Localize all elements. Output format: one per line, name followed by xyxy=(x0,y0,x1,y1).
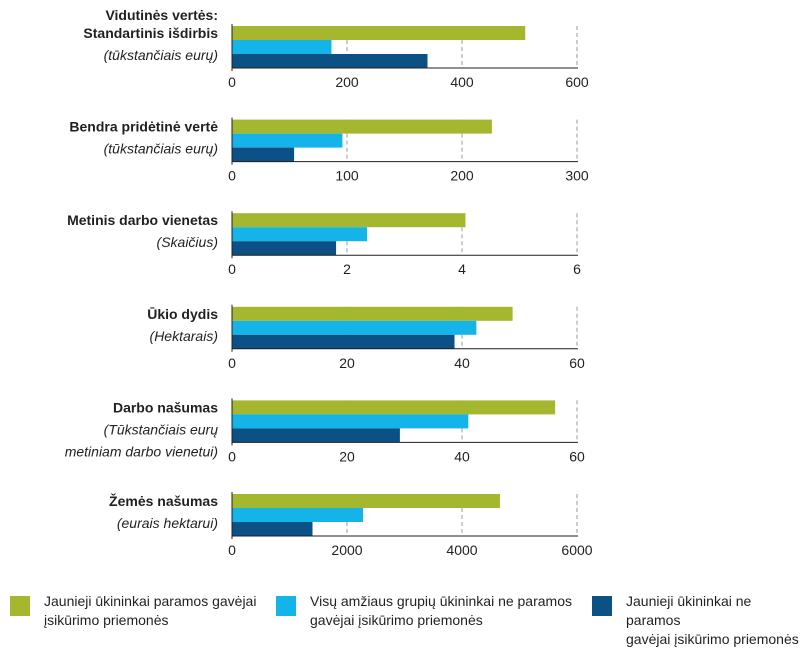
bar-ukio-dydis-young-no-support xyxy=(232,334,455,349)
tick-label-darbo-nasumas-2: 40 xyxy=(454,448,470,464)
panel-subtitle-bendra-pridetine-verte-0: (tūkstančiais eurų) xyxy=(104,141,218,157)
legend-label-young-no-support-line1: Jaunieji ūkininkai ne paramos xyxy=(626,593,752,628)
tick-label-metinis-darbo-vienetas-1: 2 xyxy=(343,261,351,277)
tick-label-bendra-pridetine-verte-2: 200 xyxy=(450,168,474,184)
panel-title-ukio-dydis: Ūkio dydis xyxy=(147,306,218,322)
bar-metinis-darbo-vienetas-young-no-support xyxy=(232,241,337,256)
panel-subtitle-ukio-dydis-0: (Hektarais) xyxy=(150,328,218,344)
legend-swatch-young-no-support xyxy=(592,596,612,616)
bar-ukio-dydis-all-no-support xyxy=(232,320,477,335)
panel-subtitle-darbo-nasumas-0: (Tūkstančiais eurų xyxy=(104,421,219,437)
legend-label-young-support-line2: įsikūrimo priemonės xyxy=(44,612,169,628)
bar-darbo-nasumas-young-no-support xyxy=(232,428,400,443)
bar-bendra-pridetine-verte-young-no-support xyxy=(232,147,295,162)
legend-item-young-no-support: Jaunieji ūkininkai ne paramos gavėjai įs… xyxy=(592,592,800,649)
legend-label-all-no-support-line1: Visų amžiaus grupių ūkininkai ne paramos xyxy=(310,593,572,609)
bar-standartinis-isdirbis-young-support xyxy=(232,26,526,40)
tick-label-darbo-nasumas-1: 20 xyxy=(339,448,355,464)
tick-label-bendra-pridetine-verte-3: 300 xyxy=(565,168,589,184)
legend-label-young-no-support-line2: gavėjai įsikūrimo priemonės xyxy=(626,631,799,647)
tick-label-bendra-pridetine-verte-1: 100 xyxy=(335,168,359,184)
tick-label-zemes-nasumas-3: 6000 xyxy=(561,542,592,558)
panel-title-standartinis-isdirbis: Standartinis išdirbis xyxy=(83,25,218,41)
bar-zemes-nasumas-all-no-support xyxy=(232,508,364,522)
panel-subtitle-darbo-nasumas-1: metiniam darbo vienetui) xyxy=(65,443,218,459)
panel-subtitle-zemes-nasumas-0: (eurais hektarui) xyxy=(117,515,218,531)
tick-label-zemes-nasumas-2: 4000 xyxy=(446,542,477,558)
legend-item-all-no-support: Visų amžiaus grupių ūkininkai ne paramos… xyxy=(276,592,572,630)
legend-label-young-support-line1: Jaunieji ūkininkai paramos gavėjai xyxy=(44,593,257,609)
bar-bendra-pridetine-verte-all-no-support xyxy=(232,133,343,148)
tick-label-zemes-nasumas-1: 2000 xyxy=(331,542,362,558)
panel-title-metinis-darbo-vienetas: Metinis darbo vienetas xyxy=(67,212,218,228)
tick-label-standartinis-isdirbis-1: 200 xyxy=(335,74,359,90)
legend-label-all-no-support-line2: gavėjai įsikūrimo priemonės xyxy=(310,612,483,628)
bar-standartinis-isdirbis-young-no-support xyxy=(232,54,428,68)
bar-metinis-darbo-vienetas-young-support xyxy=(232,213,466,228)
legend-swatch-young-support xyxy=(10,596,30,616)
bar-zemes-nasumas-young-no-support xyxy=(232,522,313,536)
panel-title-bendra-pridetine-verte: Bendra pridėtinė vertė xyxy=(69,119,218,135)
tick-label-metinis-darbo-vienetas-0: 0 xyxy=(228,261,236,277)
panel-title-zemes-nasumas: Žemės našumas xyxy=(109,492,218,509)
legend-swatch-all-no-support xyxy=(276,596,296,616)
tick-label-zemes-nasumas-0: 0 xyxy=(228,542,236,558)
tick-label-standartinis-isdirbis-0: 0 xyxy=(228,74,236,90)
bar-bendra-pridetine-verte-young-support xyxy=(232,119,492,134)
tick-label-metinis-darbo-vienetas-3: 6 xyxy=(573,261,581,277)
tick-label-ukio-dydis-2: 40 xyxy=(454,355,470,371)
panel-title-darbo-nasumas: Darbo našumas xyxy=(113,399,218,415)
chart-legend: Jaunieji ūkininkai paramos gavėjai įsikū… xyxy=(0,588,800,647)
tick-label-ukio-dydis-1: 20 xyxy=(339,355,355,371)
bar-standartinis-isdirbis-all-no-support xyxy=(232,40,332,54)
bar-zemes-nasumas-young-support xyxy=(232,494,500,508)
tick-label-ukio-dydis-3: 60 xyxy=(569,355,585,371)
chart-header: Vidutinės vertės: xyxy=(105,7,218,23)
tick-label-darbo-nasumas-0: 0 xyxy=(228,448,236,464)
tick-label-standartinis-isdirbis-3: 600 xyxy=(565,74,589,90)
legend-item-young-support: Jaunieji ūkininkai paramos gavėjai įsikū… xyxy=(10,592,256,630)
tick-label-darbo-nasumas-3: 60 xyxy=(569,448,585,464)
tick-label-standartinis-isdirbis-2: 400 xyxy=(450,74,474,90)
tick-label-ukio-dydis-0: 0 xyxy=(228,355,236,371)
bar-darbo-nasumas-all-no-support xyxy=(232,414,469,429)
tick-label-metinis-darbo-vienetas-2: 4 xyxy=(458,261,466,277)
bar-ukio-dydis-young-support xyxy=(232,306,513,321)
bar-chart-panels: Vidutinės vertės:0 200 400 600Standartinis … xyxy=(65,7,593,558)
tick-label-bendra-pridetine-verte-0: 0 xyxy=(228,168,236,184)
panel-subtitle-standartinis-isdirbis-0: (tūkstančiais eurų) xyxy=(104,47,218,63)
bar-metinis-darbo-vienetas-all-no-support xyxy=(232,227,368,242)
panel-subtitle-metinis-darbo-vienetas-0: (Skaičius) xyxy=(157,234,218,250)
bar-darbo-nasumas-young-support xyxy=(232,400,556,415)
